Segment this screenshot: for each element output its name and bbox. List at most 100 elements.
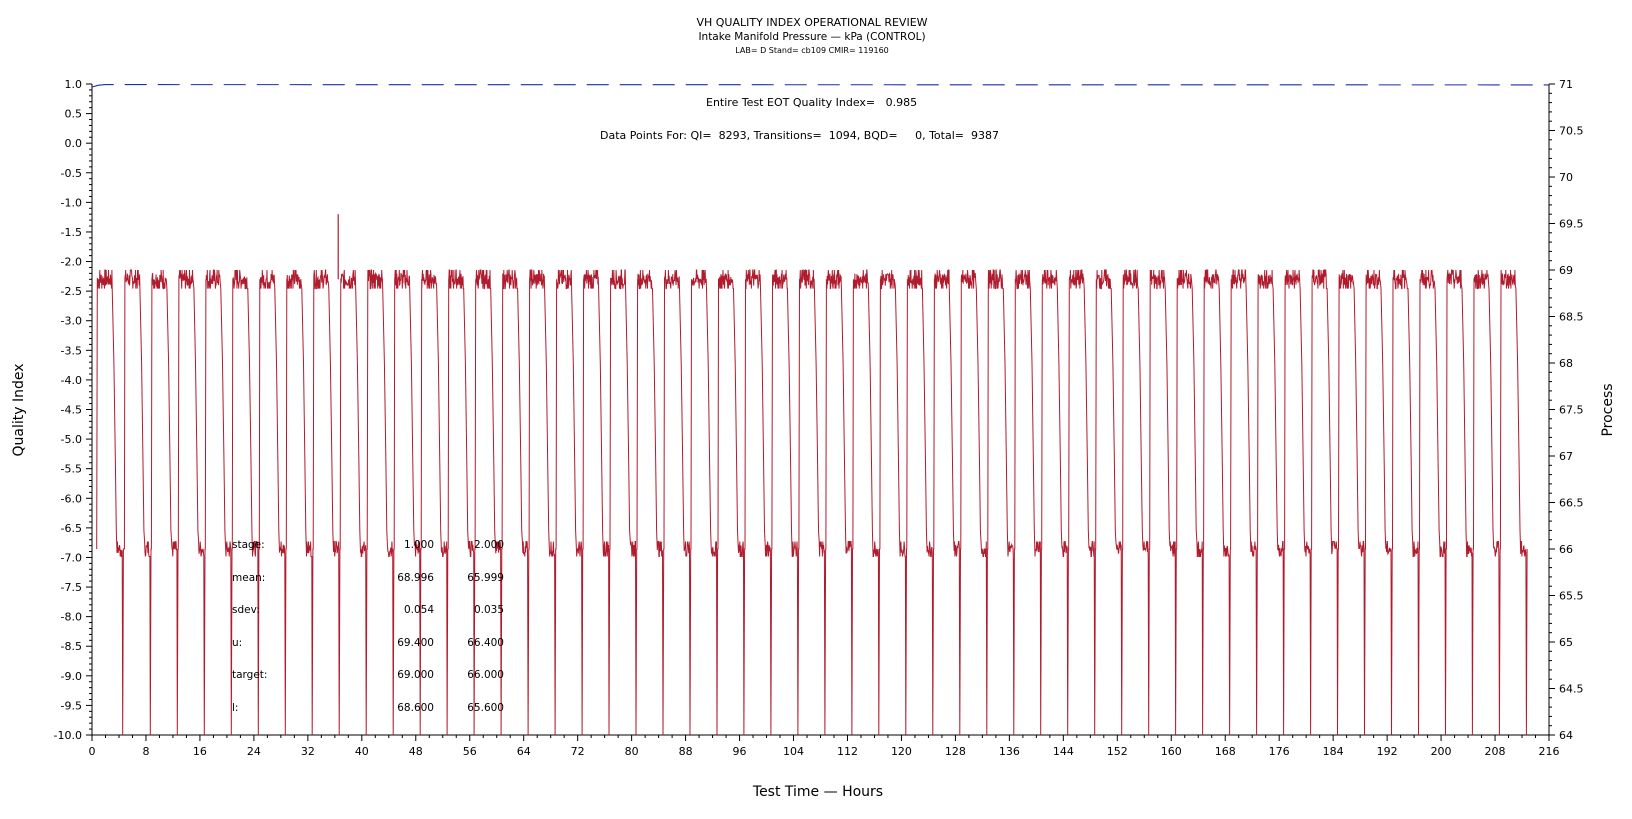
stats-stage2-value: 66.400: [467, 637, 504, 649]
stats-label: l:: [232, 702, 238, 714]
right-tick-label: 67: [1559, 450, 1573, 463]
left-tick-label: -4.5: [61, 404, 82, 417]
chart-title: VH QUALITY INDEX OPERATIONAL REVIEW: [696, 16, 927, 29]
x-tick-label: 208: [1485, 745, 1506, 758]
y-axis-left-label: Quality Index: [11, 363, 27, 456]
x-tick-label: 48: [409, 745, 423, 758]
left-tick-label: -9.0: [61, 670, 82, 683]
x-tick-label: 104: [783, 745, 804, 758]
stats-table: stage: 1.000 2.000 mean: 68.996 65.999 sdev: 0.…: [232, 539, 504, 714]
chart-subtitle: Intake Manifold Pressure — kPa (CONTROL): [698, 31, 925, 43]
right-tick-label: 65.5: [1559, 590, 1584, 603]
left-tick-label: -1.0: [61, 196, 82, 209]
left-tick-label: -2.5: [61, 285, 82, 298]
x-tick-label: 40: [355, 745, 369, 758]
stats-stage1-value: 69.400: [397, 637, 434, 649]
left-tick-label: 0.5: [65, 108, 83, 121]
right-tick-label: 68.5: [1559, 311, 1584, 324]
stats-stage2-value: 0.035: [474, 604, 504, 616]
plot-frame: [91, 84, 1550, 736]
right-tick-label: 64: [1559, 729, 1573, 742]
x-tick-label: 144: [1053, 745, 1074, 758]
x-tick-label: 56: [463, 745, 477, 758]
x-tick-label: 176: [1269, 745, 1290, 758]
x-tick-label: 120: [891, 745, 912, 758]
left-tick-label: -5.0: [61, 433, 82, 446]
stats-label: sdev:: [232, 604, 260, 616]
right-axis: 71 70.5 70 69.5 69 68.5 68 67.5 67 66.5 66 65.5 65 64…: [1549, 78, 1584, 742]
x-tick-label: 72: [571, 745, 585, 758]
stats-stage1-value: 68.600: [397, 702, 434, 714]
right-tick-label: 69.5: [1559, 218, 1584, 231]
left-tick-label: -7.0: [61, 551, 82, 564]
right-tick-label: 64.5: [1559, 683, 1584, 696]
x-tick-label: 24: [247, 745, 261, 758]
left-axis: 1.0 0.5 0.0 -0.5 -1.0 -1.5 -2.0 -2.5 -3.0 -3.5 -4.…: [54, 78, 92, 742]
right-tick-label: 70.5: [1559, 125, 1584, 138]
stats-stage2-value: 2.000: [474, 539, 504, 551]
stats-stage2-value: 65.999: [467, 572, 504, 584]
left-tick-label: -4.0: [61, 374, 82, 387]
right-tick-label: 66: [1559, 543, 1573, 556]
x-tick-label: 216: [1539, 745, 1560, 758]
right-tick-label: 71: [1559, 78, 1573, 91]
left-tick-label: -8.0: [61, 611, 82, 624]
stats-stage2-value: 66.000: [467, 669, 504, 681]
x-tick-label: 152: [1107, 745, 1128, 758]
stats-label: stage:: [232, 539, 265, 551]
right-tick-label: 70: [1559, 171, 1573, 184]
stats-label: u:: [232, 637, 242, 649]
x-tick-label: 200: [1431, 745, 1452, 758]
quality-index-text: Entire Test EOT Quality Index= 0.985: [706, 96, 917, 109]
left-tick-label: -6.0: [61, 492, 82, 505]
right-tick-label: 67.5: [1559, 404, 1584, 417]
stats-stage1-value: 68.996: [397, 572, 434, 584]
stats-stage1-value: 69.000: [397, 669, 434, 681]
x-tick-label: 8: [142, 745, 149, 758]
y-axis-right-label: Process: [1600, 383, 1616, 436]
stats-label: mean:: [232, 572, 265, 584]
left-tick-label: 0.0: [65, 137, 83, 150]
left-tick-label: 1.0: [65, 78, 83, 91]
quality-index-line: [91, 84, 1550, 88]
stats-label: target:: [232, 669, 267, 681]
x-tick-label: 96: [733, 745, 747, 758]
x-tick-label: 80: [625, 745, 639, 758]
data-points-text: Data Points For: QI= 8293, Transitions= …: [600, 129, 999, 142]
chart-lab-line: LAB= D Stand= cb109 CMIR= 119160: [735, 46, 889, 55]
stats-stage2-value: 65.600: [467, 702, 504, 714]
x-tick-label: 184: [1323, 745, 1344, 758]
left-tick-label: -8.5: [61, 640, 82, 653]
right-tick-label: 68: [1559, 357, 1573, 370]
x-tick-label: 160: [1161, 745, 1182, 758]
series-layer: [91, 84, 1550, 736]
right-tick-label: 65: [1559, 636, 1573, 649]
left-tick-label: -3.0: [61, 315, 82, 328]
x-axis: 0 8 16 24 32 40 48 56 64 72 80 88 96 104 112 120 128 136 1…: [89, 735, 1560, 758]
left-tick-label: -6.5: [61, 522, 82, 535]
x-tick-label: 0: [89, 745, 96, 758]
left-tick-label: -0.5: [61, 167, 82, 180]
x-tick-label: 64: [517, 745, 531, 758]
stats-stage1-value: 0.054: [404, 604, 434, 616]
left-tick-label: -10.0: [54, 729, 82, 742]
left-tick-label: -7.5: [61, 581, 82, 594]
left-tick-label: -2.0: [61, 256, 82, 269]
x-axis-label: Test Time — Hours: [752, 784, 883, 800]
x-tick-label: 192: [1377, 745, 1398, 758]
x-tick-label: 112: [837, 745, 858, 758]
left-tick-label: -5.5: [61, 463, 82, 476]
x-tick-label: 168: [1215, 745, 1236, 758]
x-tick-label: 32: [301, 745, 315, 758]
process-trace: [96, 269, 1528, 736]
left-tick-label: -1.5: [61, 226, 82, 239]
x-tick-label: 128: [945, 745, 966, 758]
x-tick-label: 136: [999, 745, 1020, 758]
left-tick-label: -9.5: [61, 699, 82, 712]
x-tick-label: 88: [679, 745, 693, 758]
right-tick-label: 69: [1559, 264, 1573, 277]
left-tick-label: -3.5: [61, 344, 82, 357]
stats-stage1-value: 1.000: [404, 539, 434, 551]
right-tick-label: 66.5: [1559, 497, 1584, 510]
